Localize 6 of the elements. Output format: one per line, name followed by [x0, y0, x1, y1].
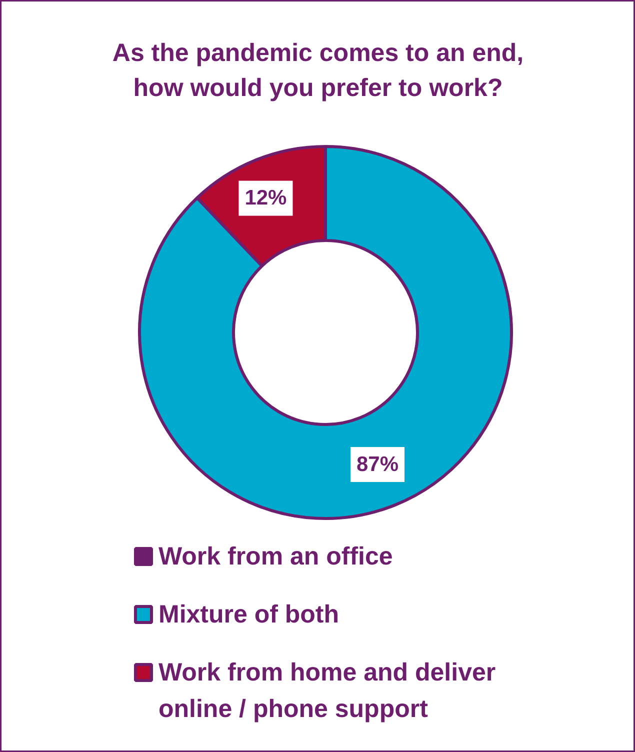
data-label: 87%	[356, 453, 399, 476]
data-label: 12%	[244, 186, 288, 210]
chart-title: As the pandemic comes to an end, how would you prefer to work?	[112, 39, 524, 102]
legend-label: Work from home and deliver online / phone support	[158, 658, 496, 723]
legend-label: Mixture of both	[158, 600, 340, 628]
legend-label: Work from an office	[158, 542, 393, 570]
